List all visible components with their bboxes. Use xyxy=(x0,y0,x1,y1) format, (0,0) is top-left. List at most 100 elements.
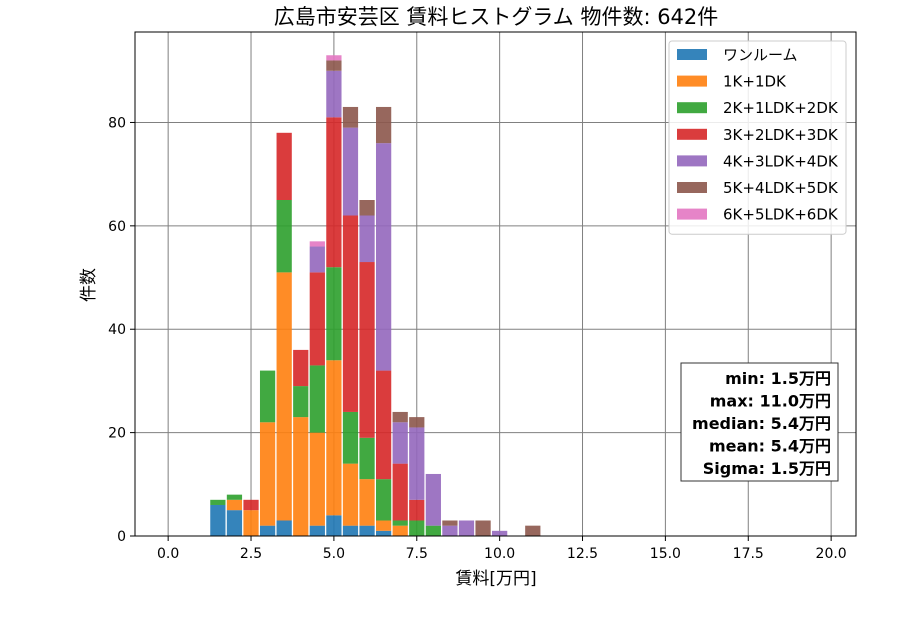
bar-segment xyxy=(359,525,375,536)
y-tick-label: 60 xyxy=(108,219,126,235)
y-tick-label: 40 xyxy=(108,322,126,338)
bar-segment xyxy=(392,422,408,464)
legend: ワンルーム 1K+1DK 2K+1LDK+2DK 3K+2LDK+3DK 4K+3LDK… xyxy=(668,40,847,235)
bar-segment xyxy=(276,200,292,273)
y-tick-label: 0 xyxy=(117,529,126,545)
bar-segment xyxy=(442,520,458,526)
legend-swatch xyxy=(677,155,707,167)
chart-title: 広島市安芸区 賃料ヒストグラム 物件数: 642件 xyxy=(274,5,719,29)
legend-label: 3K+2LDK+3DK xyxy=(723,126,839,144)
bar-segment xyxy=(409,427,425,500)
bar-segment xyxy=(458,520,475,536)
plot-frame xyxy=(134,31,857,537)
y-tick-label: 20 xyxy=(108,426,126,442)
bar-segment xyxy=(375,143,392,371)
bar-segment xyxy=(226,510,243,536)
bar-segment xyxy=(293,386,309,418)
x-tick-label: 17.5 xyxy=(733,546,764,562)
bar-segment xyxy=(309,246,325,273)
x-tick-label: 2.5 xyxy=(240,546,262,562)
bar-segment xyxy=(425,473,441,526)
bar-segment xyxy=(293,349,309,387)
bar-segment xyxy=(342,411,359,464)
x-tick-label: 10.0 xyxy=(484,546,515,562)
bar-segment xyxy=(276,272,292,521)
bar-segment xyxy=(342,463,359,526)
y-tick-label: 80 xyxy=(108,115,126,131)
bar-segment xyxy=(342,525,359,536)
x-tick-label: 0.0 xyxy=(157,546,179,562)
x-tick-label: 15.0 xyxy=(650,546,681,562)
bar-segment xyxy=(475,520,491,536)
bar-segment xyxy=(359,437,375,480)
bar-segment xyxy=(409,417,425,428)
bar-segment xyxy=(359,215,375,263)
bar-segment xyxy=(276,132,292,200)
y-axis-ticks: 0 20 40 60 80 xyxy=(108,115,135,545)
y-axis-label: 件数 xyxy=(79,268,99,302)
bar-segment xyxy=(226,499,243,511)
bar-segment xyxy=(309,241,325,247)
legend-label: 2K+1LDK+2DK xyxy=(723,99,839,117)
bar-segment xyxy=(309,432,325,526)
x-axis-ticks: 0.0 2.5 5.0 7.5 10.0 12.5 15.0 17.5 20.0 xyxy=(157,536,847,562)
bar-segment xyxy=(210,499,226,505)
bar-segment xyxy=(342,127,359,216)
legend-swatch xyxy=(677,75,707,87)
bar-segment xyxy=(375,106,392,144)
bar-segment xyxy=(409,499,425,521)
bar-segment xyxy=(243,510,259,536)
bar-segment xyxy=(359,262,375,438)
bar-segment xyxy=(309,525,325,536)
stats-box-frame xyxy=(680,362,839,482)
bar-segment xyxy=(425,525,441,536)
bar-segment xyxy=(326,117,342,268)
bar-segment xyxy=(375,520,392,531)
legend-label: 6K+5LDK+6DK xyxy=(723,206,839,224)
bar-segment xyxy=(326,60,342,71)
legend-swatch xyxy=(677,49,707,60)
bar-segment xyxy=(359,200,375,216)
legend-label: 1K+1DK xyxy=(723,73,787,91)
legend-label: 5K+4LDK+5DK xyxy=(723,179,839,197)
bar-segment xyxy=(226,494,243,500)
x-tick-label: 20.0 xyxy=(816,546,847,562)
bar-segment xyxy=(276,520,292,536)
legend-box xyxy=(668,40,847,235)
bar-segment xyxy=(392,463,408,521)
bars-group xyxy=(210,55,541,536)
bar-segment xyxy=(492,530,508,536)
bar-segment xyxy=(259,525,276,536)
stats-line: mean: 5.4万円 xyxy=(709,437,831,456)
bar-segment xyxy=(326,70,342,118)
bar-segment xyxy=(359,479,375,526)
bar-segment xyxy=(293,417,309,536)
bar-segment xyxy=(309,272,325,366)
stats-line: Sigma: 1.5万円 xyxy=(703,459,831,478)
bar-segment xyxy=(309,365,325,433)
bar-segment xyxy=(326,267,342,361)
bar-segment xyxy=(392,411,408,423)
bar-segment xyxy=(259,370,276,423)
bar-segment xyxy=(259,422,276,526)
bar-segment xyxy=(326,515,342,536)
stats-line: median: 5.4万円 xyxy=(692,414,831,433)
bar-segment xyxy=(409,520,425,536)
bar-segment xyxy=(342,106,359,128)
bar-segment xyxy=(375,530,392,536)
stats-box: min: 1.5万円 max: 11.0万円 median: 5.4万円 mean: … xyxy=(680,362,839,482)
legend-swatch xyxy=(677,102,707,114)
bar-segment xyxy=(342,215,359,412)
stats-line: min: 1.5万円 xyxy=(725,369,831,388)
plot-border xyxy=(134,31,857,537)
legend-label: ワンルーム xyxy=(723,46,798,64)
bar-segment xyxy=(210,504,226,536)
legend-swatch xyxy=(677,182,707,193)
bar-segment xyxy=(392,525,408,536)
bar-segment xyxy=(326,360,342,516)
legend-swatch xyxy=(677,208,707,220)
bar-segment xyxy=(375,370,392,480)
bar-segment xyxy=(243,499,259,511)
x-tick-label: 5.0 xyxy=(323,546,345,562)
